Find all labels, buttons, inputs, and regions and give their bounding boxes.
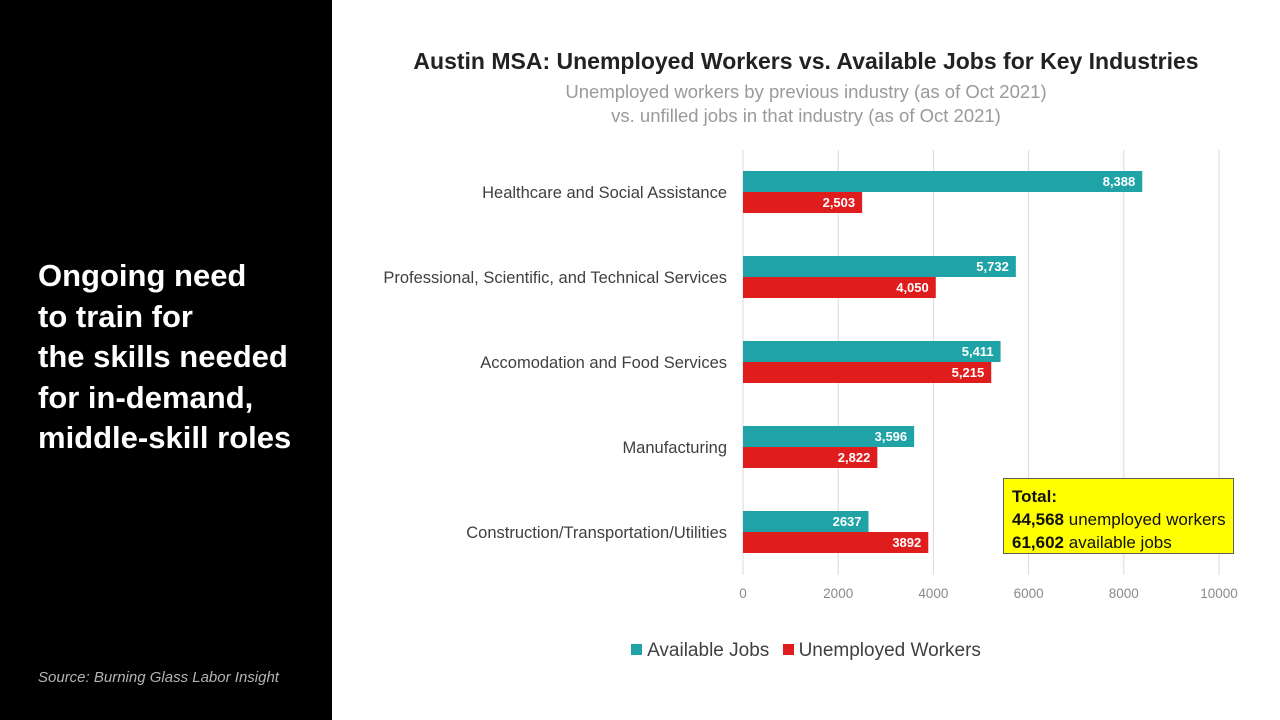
bar-data-label: 2637 [833, 514, 862, 529]
legend-swatch-unemployed-workers [782, 644, 794, 655]
headline-line: Ongoing need [38, 258, 247, 293]
subtitle-line: vs. unfilled jobs in that industry (as o… [611, 105, 1001, 126]
chart-subtitle: Unemployed workers by previous industry … [332, 80, 1280, 128]
total-jobs-value: 61,602 [1012, 533, 1064, 552]
category-label: Healthcare and Social Assistance [482, 184, 727, 202]
source-note: Source: Burning Glass Labor Insight [38, 669, 279, 686]
category-label: Construction/Transportation/Utilities [466, 524, 727, 542]
bar-available-jobs [743, 256, 1016, 277]
headline-line: middle-skill roles [38, 420, 292, 455]
bar-data-label: 5,732 [976, 259, 1009, 274]
headline-line: the skills needed [38, 339, 288, 374]
bar-unemployed-workers [743, 447, 878, 468]
category-label: Professional, Scientific, and Technical … [383, 269, 727, 287]
x-tick-label: 6000 [1014, 586, 1044, 601]
bar-unemployed-workers [743, 192, 863, 213]
category-label: Manufacturing [622, 439, 727, 457]
total-unemployed-text: unemployed workers [1068, 510, 1226, 529]
x-tick-label: 8000 [1109, 586, 1139, 601]
chart-legend: Available Jobs Unemployed Workers [332, 640, 1280, 662]
x-tick-label: 10000 [1200, 586, 1238, 601]
bar-data-label: 3,596 [875, 429, 908, 444]
bar-data-label: 8,388 [1103, 174, 1136, 189]
bar-available-jobs [743, 511, 869, 532]
total-jobs-line: 61,602 available jobs [1012, 531, 1225, 554]
bar-data-label: 2,822 [838, 450, 871, 465]
legend-label: Available Jobs [647, 640, 770, 661]
bar-unemployed-workers [743, 277, 936, 298]
bar-unemployed-workers [743, 362, 992, 383]
total-callout: Total: 44,568 unemployed workers 61,602 … [1003, 478, 1234, 554]
bar-data-label: 2,503 [823, 195, 856, 210]
total-unemployed-line: 44,568 unemployed workers [1012, 508, 1226, 531]
headline: Ongoing need to train for the skills nee… [38, 256, 328, 459]
bar-data-label: 3892 [892, 535, 921, 550]
x-tick-label: 4000 [918, 586, 948, 601]
total-unemployed-value: 44,568 [1012, 510, 1064, 529]
legend-label: Unemployed Workers [798, 640, 981, 661]
legend-item-unemployed-workers: Unemployed Workers [782, 640, 981, 662]
bar-chart: 0 2000 4000 6000 8000 10000 Healthcare and Soc… [383, 150, 1238, 601]
headline-line: for in-demand, [38, 379, 254, 415]
total-jobs-text: available jobs [1068, 533, 1172, 552]
subtitle-line: Unemployed workers by previous industry … [565, 81, 1047, 102]
category-label: Accomodation and Food Services [480, 354, 727, 372]
x-tick-label: 2000 [823, 586, 853, 601]
bar-data-label: 5,411 [962, 344, 994, 359]
bar-data-label: 5,215 [952, 365, 985, 380]
total-label: Total: [1012, 487, 1058, 506]
headline-line: to train for [38, 298, 193, 334]
bar-unemployed-workers [743, 532, 929, 553]
chart-title: Austin MSA: Unemployed Workers vs. Avail… [413, 48, 1199, 74]
legend-item-available-jobs: Available Jobs [631, 640, 769, 662]
legend-swatch-available-jobs [631, 644, 643, 655]
bar-available-jobs [743, 426, 915, 447]
bar-available-jobs [743, 341, 1001, 362]
bar-data-label: 4,050 [896, 280, 929, 295]
x-tick-label: 0 [739, 586, 747, 601]
bar-available-jobs [743, 171, 1143, 192]
side-panel: Ongoing need to train for the skills nee… [0, 0, 332, 720]
